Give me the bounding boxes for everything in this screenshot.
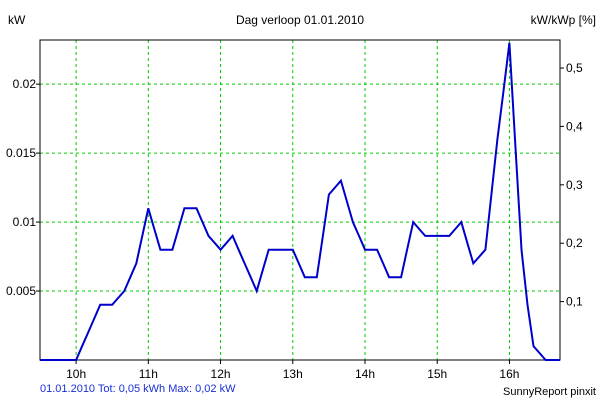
- y-left-tick-labels: 0.005 0.01 0.015 0.02: [6, 77, 36, 298]
- x-tick-label: 13h: [283, 367, 303, 381]
- y-left-tick-label: 0.01: [13, 215, 37, 229]
- y-right-tick-label: 0,2: [566, 236, 583, 250]
- y-right-tick-label: 0,5: [566, 61, 583, 75]
- y-right-tick-label: 0,3: [566, 178, 583, 192]
- y-left-tick-label: 0.015: [6, 146, 36, 160]
- x-tick-label: 15h: [427, 367, 447, 381]
- x-tick-label: 10h: [66, 367, 86, 381]
- footer-credit: SunnyReport pinxit: [503, 386, 596, 398]
- series-line-0: [40, 42, 560, 361]
- y-left-axis-label: kW: [8, 13, 26, 27]
- x-tick-labels: 10h 11h 12h 13h 14h 15h 16h: [66, 367, 519, 381]
- series-layer: [40, 42, 560, 361]
- plot-area: [40, 40, 560, 360]
- y-left-tick-label: 0.005: [6, 284, 36, 298]
- y-right-tick-label: 0,4: [566, 119, 583, 133]
- plot-frame: [39, 39, 561, 361]
- grid-lines: [40, 40, 560, 360]
- y-right-tick-labels: 0,1 0,2 0,3 0,4 0,5: [566, 61, 583, 309]
- x-tick-label: 16h: [499, 367, 519, 381]
- y-left-tick-label: 0.02: [13, 77, 37, 91]
- y-right-tick-label: 0,1: [566, 295, 583, 309]
- footer-summary: 01.01.2010 Tot: 0,05 kWh Max: 0,02 kW: [40, 383, 236, 395]
- x-tick-label: 12h: [211, 367, 231, 381]
- x-tick-label: 14h: [355, 367, 375, 381]
- x-tick-label: 11h: [139, 367, 158, 381]
- chart-title: Dag verloop 01.01.2010: [236, 13, 364, 27]
- axes: [36, 39, 564, 364]
- y-right-axis-label: kW/kWp [%]: [531, 13, 596, 27]
